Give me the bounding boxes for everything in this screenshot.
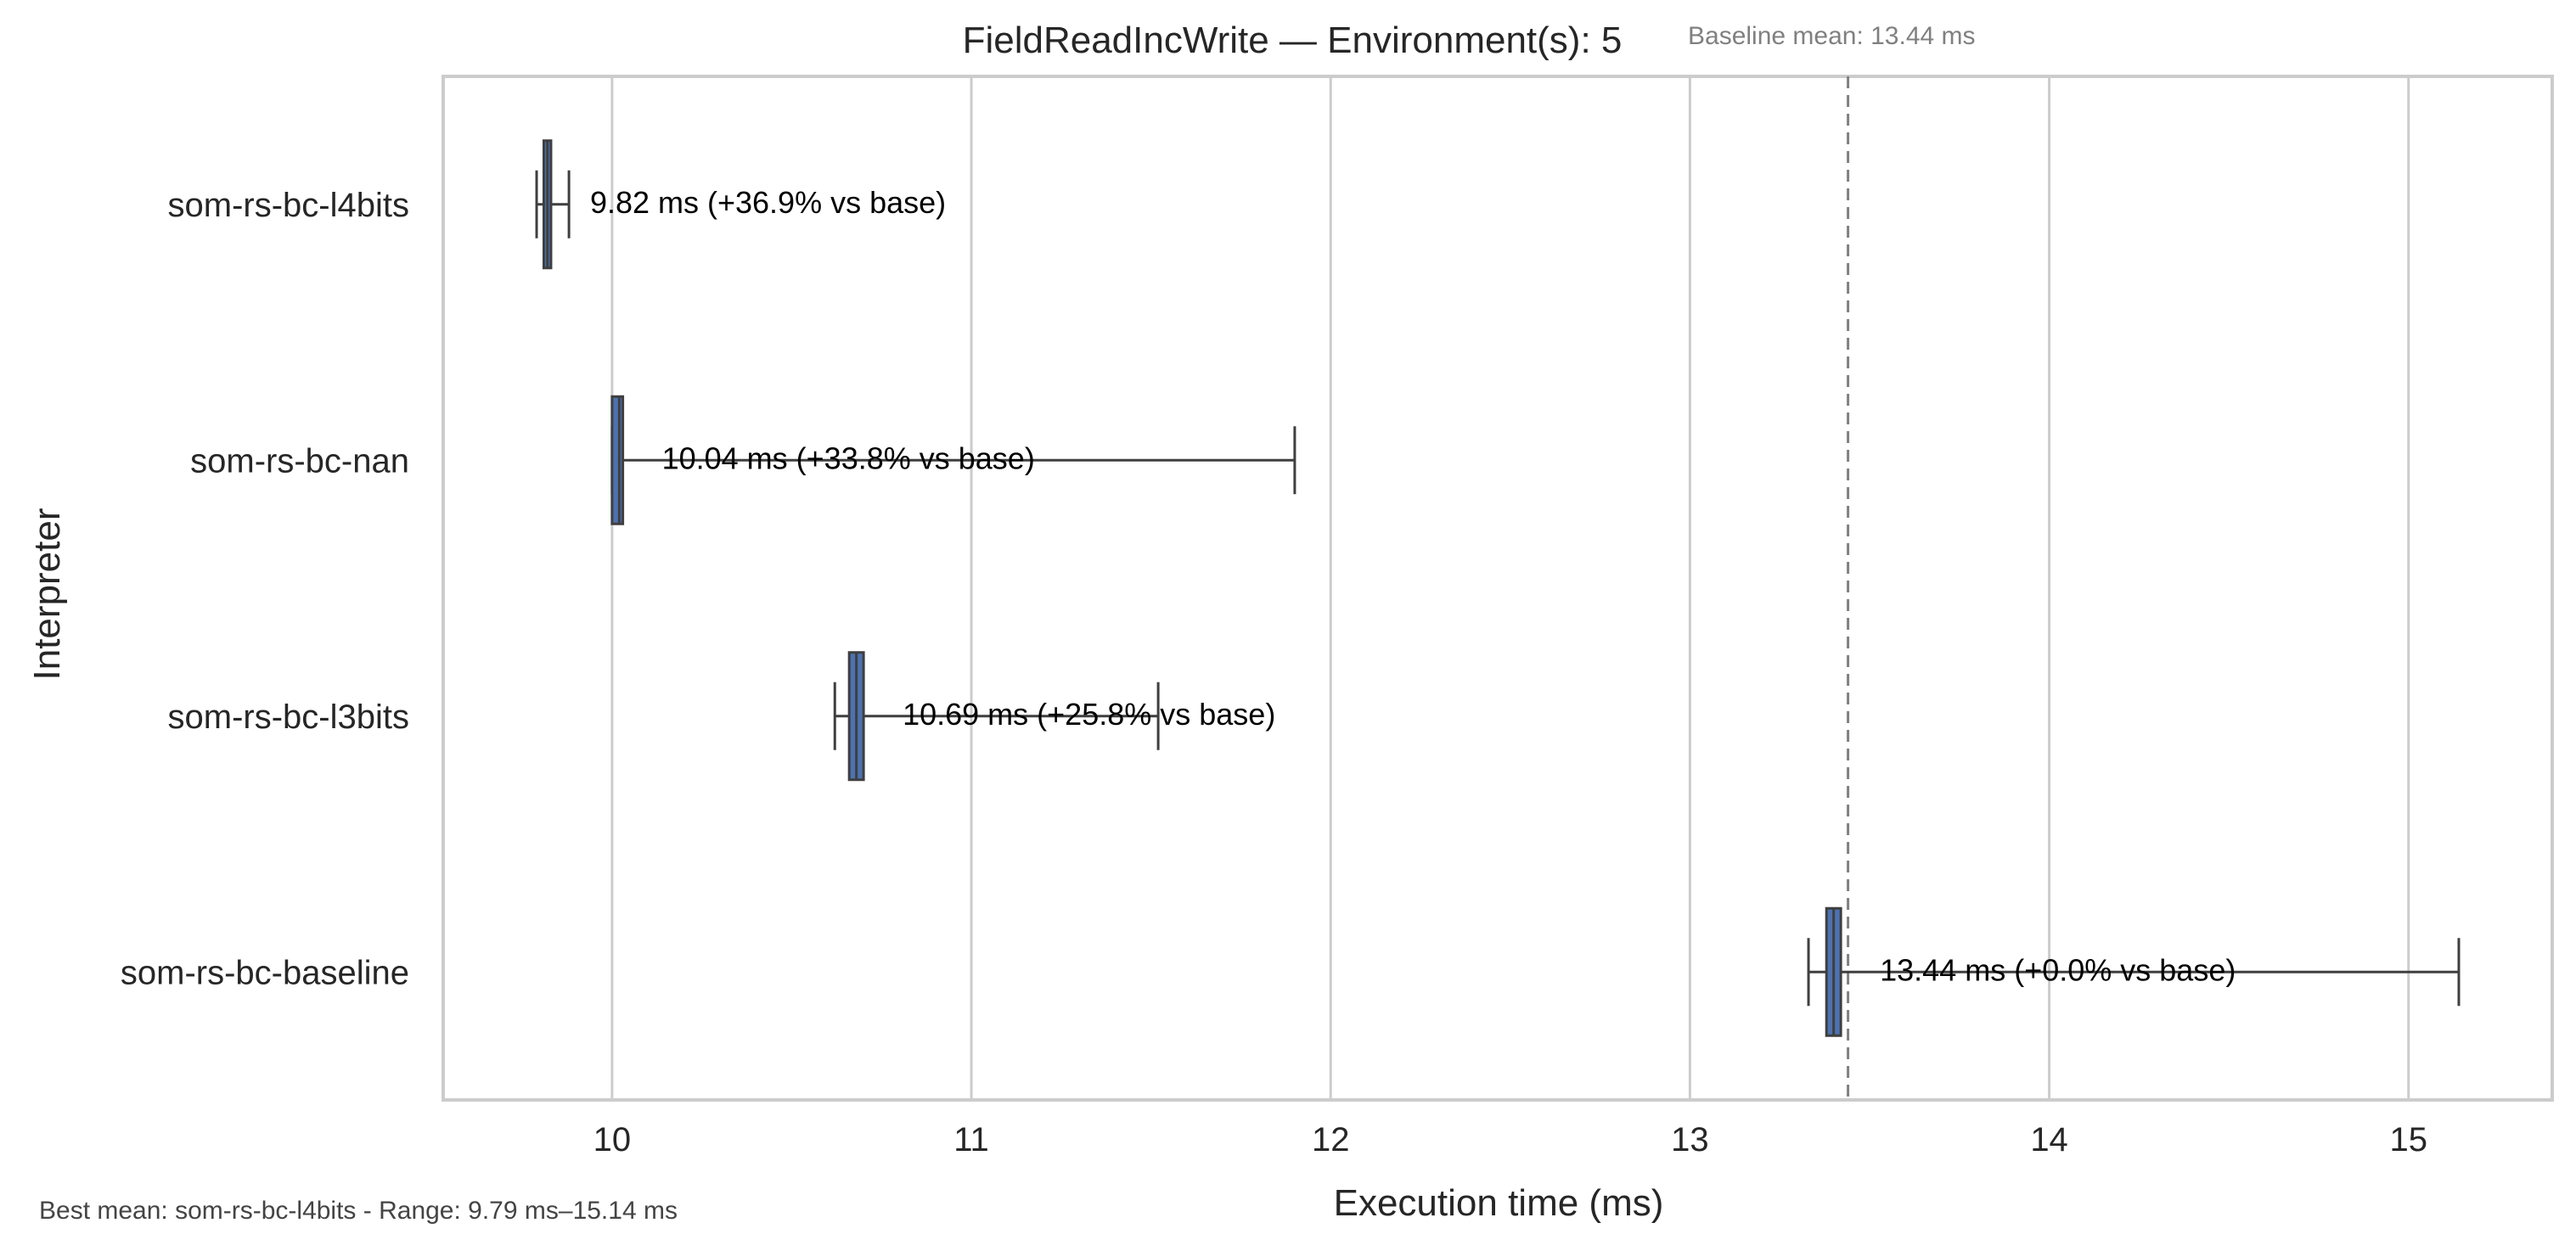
y-tick-label: som-rs-bc-nan <box>190 442 409 480</box>
box-iqr <box>610 395 625 525</box>
x-tick-label: 14 <box>2030 1121 2068 1158</box>
box-som-rs-bc-baseline: 13.44 ms (+0.0% vs base) <box>1807 906 2461 1037</box>
reference-line-label: Baseline mean: 13.44 ms <box>1688 22 1976 50</box>
plot-frame <box>442 75 2554 1102</box>
box-layer: 9.82 ms (+36.9% vs base) 10.04 ms (+33.8%… <box>535 139 2461 1037</box>
footer-note: Best mean: som-rs-bc-l4bits - Range: 9.7… <box>39 1197 678 1225</box>
x-axis-label: Execution time (ms) <box>1334 1182 1664 1224</box>
grid-layer <box>610 76 2410 1100</box>
x-tick-label: 15 <box>2389 1121 2427 1158</box>
x-tick-label: 12 <box>1312 1121 1350 1158</box>
label-layer: 10 11 12 13 14 15 som-rs-bc-l4bits som-rs-bc-na… <box>121 187 2427 1158</box>
box-som-rs-bc-l3bits: 10.69 ms (+25.8% vs base) <box>833 651 1275 782</box>
mean-annotation: 10.04 ms (+33.8% vs base) <box>662 440 1035 475</box>
mean-annotation: 13.44 ms (+0.0% vs base) <box>1880 952 2236 987</box>
box-som-rs-bc-l4bits: 9.82 ms (+36.9% vs base) <box>535 139 946 270</box>
y-tick-label: som-rs-bc-baseline <box>121 954 409 991</box>
mean-annotation: 10.69 ms (+25.8% vs base) <box>903 697 1275 732</box>
x-tick-label: 11 <box>953 1121 989 1158</box>
box-som-rs-bc-nan: 10.04 ms (+33.8% vs base) <box>610 395 1296 525</box>
mean-annotation: 9.82 ms (+36.9% vs base) <box>590 185 946 220</box>
x-tick-label: 13 <box>1671 1121 1709 1158</box>
y-tick-label: som-rs-bc-l3bits <box>168 698 409 736</box>
x-tick-label: 10 <box>593 1121 632 1158</box>
y-tick-label: som-rs-bc-l4bits <box>168 187 409 224</box>
y-axis-label: Interpreter <box>26 508 68 681</box>
chart-title: FieldReadIncWrite — Environment(s): 5 <box>963 20 1623 61</box>
